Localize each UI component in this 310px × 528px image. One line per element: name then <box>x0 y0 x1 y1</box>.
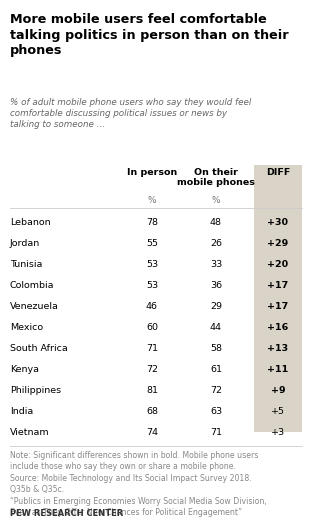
Text: 74: 74 <box>146 428 158 437</box>
Text: 78: 78 <box>146 218 158 227</box>
Bar <box>254 165 302 432</box>
Text: 58: 58 <box>210 344 222 353</box>
Text: 72: 72 <box>210 386 222 395</box>
Text: +11: +11 <box>267 365 289 374</box>
Text: Kenya: Kenya <box>10 365 39 374</box>
Text: 55: 55 <box>146 239 158 248</box>
Text: Note: Significant differences shown in bold. Mobile phone users
include those wh: Note: Significant differences shown in b… <box>10 451 267 517</box>
Text: +17: +17 <box>267 302 289 311</box>
Text: +17: +17 <box>267 281 289 290</box>
Text: 61: 61 <box>210 365 222 374</box>
Text: DIFF: DIFF <box>266 168 290 177</box>
Text: 60: 60 <box>146 323 158 332</box>
Text: +16: +16 <box>267 323 289 332</box>
Text: Jordan: Jordan <box>10 239 40 248</box>
Text: +3: +3 <box>271 428 285 437</box>
Text: 44: 44 <box>210 323 222 332</box>
Text: 53: 53 <box>146 281 158 290</box>
Text: 29: 29 <box>210 302 222 311</box>
Text: PEW RESEARCH CENTER: PEW RESEARCH CENTER <box>10 509 123 518</box>
Text: %: % <box>212 196 220 205</box>
Text: 72: 72 <box>146 365 158 374</box>
Text: +13: +13 <box>268 344 289 353</box>
Text: +5: +5 <box>271 407 285 416</box>
Text: 68: 68 <box>146 407 158 416</box>
Text: South Africa: South Africa <box>10 344 68 353</box>
Text: 81: 81 <box>146 386 158 395</box>
Text: 71: 71 <box>146 344 158 353</box>
Text: Vietnam: Vietnam <box>10 428 50 437</box>
Text: +30: +30 <box>268 218 289 227</box>
Text: +29: +29 <box>267 239 289 248</box>
Text: 36: 36 <box>210 281 222 290</box>
Text: In person: In person <box>127 168 177 177</box>
Text: 63: 63 <box>210 407 222 416</box>
Text: Colombia: Colombia <box>10 281 55 290</box>
Text: 71: 71 <box>210 428 222 437</box>
Text: 46: 46 <box>146 302 158 311</box>
Text: 26: 26 <box>210 239 222 248</box>
Text: Venezuela: Venezuela <box>10 302 59 311</box>
Text: Lebanon: Lebanon <box>10 218 51 227</box>
Text: Tunisia: Tunisia <box>10 260 42 269</box>
Text: 33: 33 <box>210 260 222 269</box>
Text: 48: 48 <box>210 218 222 227</box>
Text: More mobile users feel comfortable
talking politics in person than on their
phon: More mobile users feel comfortable talki… <box>10 13 289 57</box>
Text: 53: 53 <box>146 260 158 269</box>
Text: % of adult mobile phone users who say they would feel
comfortable discussing pol: % of adult mobile phone users who say th… <box>10 98 251 129</box>
Text: %: % <box>148 196 156 205</box>
Text: +20: +20 <box>268 260 289 269</box>
Text: Philippines: Philippines <box>10 386 61 395</box>
Text: Mexico: Mexico <box>10 323 43 332</box>
Text: +9: +9 <box>271 386 285 395</box>
Text: On their
mobile phones: On their mobile phones <box>177 168 255 187</box>
Text: India: India <box>10 407 33 416</box>
